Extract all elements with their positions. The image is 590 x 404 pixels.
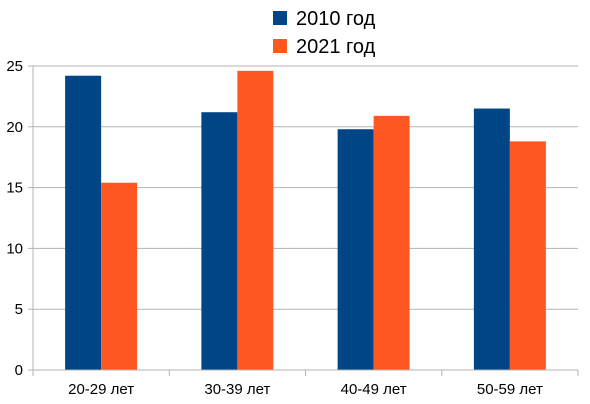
axes: 0 5 10 15 20 25 20-29 лет 30-39 лет 40-49 лет 50-…: [6, 58, 579, 398]
bars: [65, 70, 546, 370]
y-tick-label: 0: [15, 362, 23, 379]
x-tick-label: 20-29 лет: [68, 381, 134, 398]
legend-swatch-1: [273, 11, 287, 25]
legend: 2010 год 2021 год: [273, 8, 376, 58]
bar-1-2: [201, 112, 238, 370]
x-tick-label: 40-49 лет: [341, 381, 407, 398]
y-tick-label: 20: [6, 119, 23, 136]
y-tick-label: 15: [6, 180, 23, 197]
y-tick-label: 25: [6, 58, 23, 75]
x-tick-label: 30-39 лет: [204, 381, 270, 398]
legend-label-1: 2010 год: [296, 8, 376, 30]
bar-2-2: [237, 70, 274, 370]
bar-1-1: [65, 75, 102, 370]
legend-label-2: 2021 год: [296, 36, 376, 58]
bar-2-3: [373, 115, 410, 370]
bar-1-3: [337, 129, 374, 370]
bar-2-1: [101, 182, 138, 370]
x-tick-label: 50-59 лет: [477, 381, 543, 398]
bar-1-4: [473, 108, 510, 370]
bar-2-4: [509, 141, 546, 370]
legend-swatch-2: [273, 39, 287, 53]
y-tick-label: 5: [15, 301, 23, 318]
y-tick-label: 10: [6, 240, 23, 257]
